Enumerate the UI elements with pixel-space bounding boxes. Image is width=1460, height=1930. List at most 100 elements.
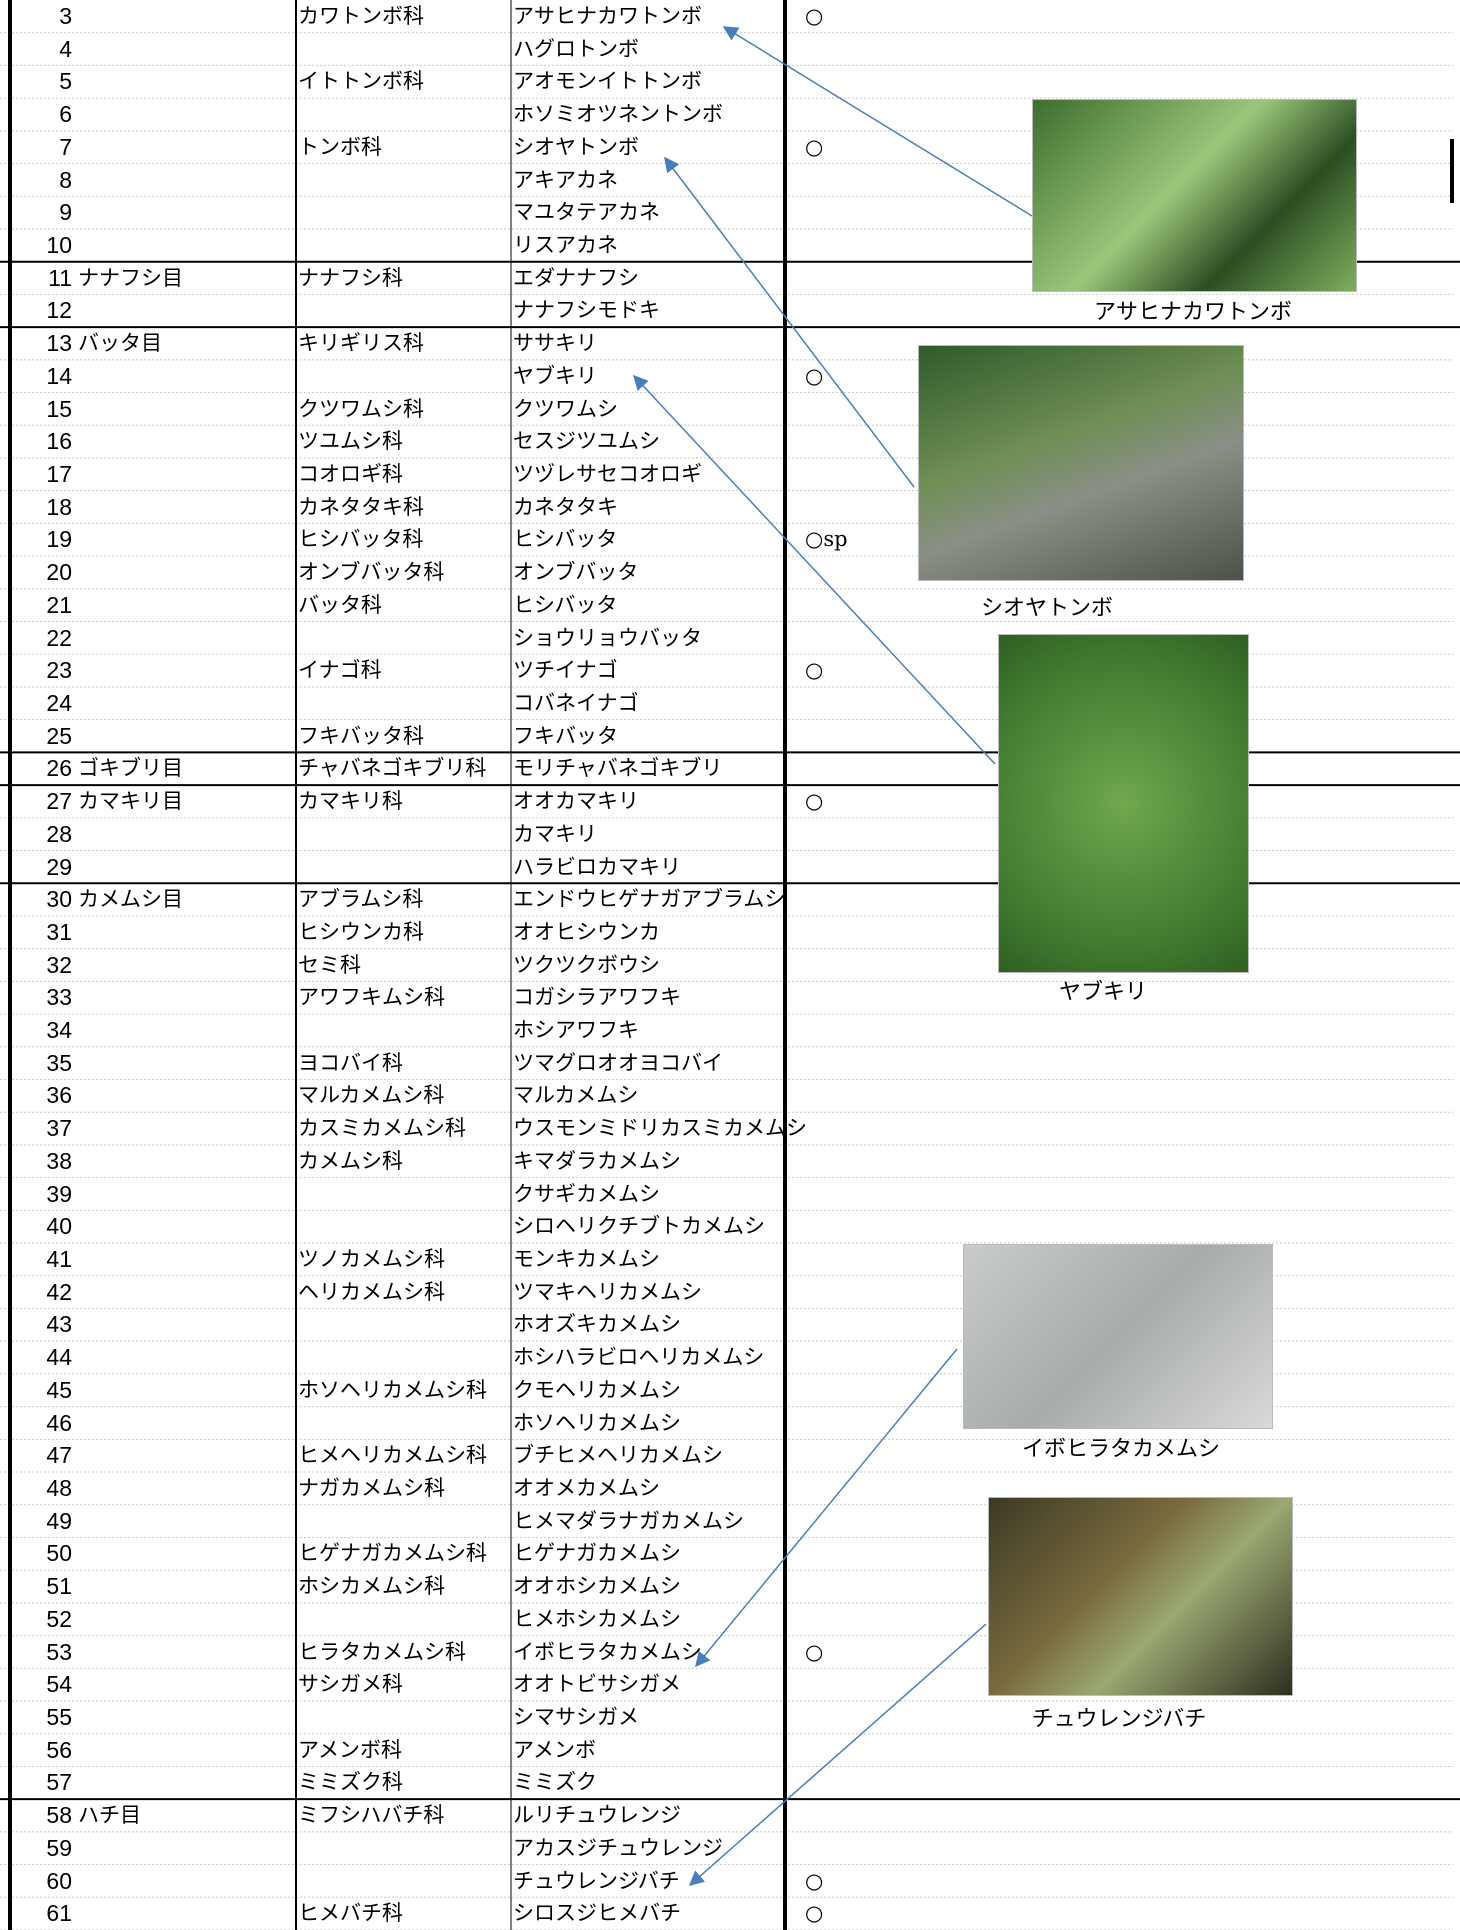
family: ホシカメムシ科 [298, 1574, 445, 1599]
family: アワフキムシ科 [298, 985, 445, 1010]
species: オンブバッタ [513, 560, 639, 585]
row-number: 39 [46, 1180, 72, 1207]
row-number: 24 [46, 689, 72, 716]
family: バッタ科 [298, 592, 382, 617]
row-number: 52 [46, 1605, 72, 1632]
family: イトトンボ科 [298, 69, 424, 94]
species: マルカメムシ [513, 1083, 639, 1108]
species: オオメカメムシ [513, 1476, 660, 1501]
row-number: 23 [46, 657, 72, 684]
species: ヒゲナガカメムシ [513, 1541, 681, 1566]
row-number: 33 [46, 984, 72, 1011]
row-number: 49 [46, 1507, 72, 1534]
photo-caption: イボヒラタカメムシ [1021, 1437, 1220, 1462]
row-number: 36 [46, 1082, 72, 1109]
row-number: 20 [46, 559, 72, 586]
species: クツワムシ [513, 396, 618, 421]
family: ナガカメムシ科 [298, 1476, 445, 1501]
row-number: 19 [46, 526, 72, 553]
species: ツクツクボウシ [513, 952, 660, 977]
species: ハグロトンボ [513, 36, 639, 61]
species: ヒメホシカメムシ [513, 1606, 681, 1631]
photo [988, 1497, 1293, 1696]
row-number: 11 [48, 264, 72, 291]
check-mark: ○ [805, 363, 824, 388]
row-number: 41 [46, 1246, 72, 1273]
arrow [722, 26, 1033, 217]
family: ヒシウンカ科 [298, 919, 424, 944]
species: ツチイナゴ [513, 658, 618, 683]
row-number: 27 [46, 788, 72, 815]
family: ミミズク科 [298, 1770, 403, 1795]
family: オンブバッタ科 [298, 560, 445, 585]
species: オオホシカメムシ [513, 1574, 681, 1599]
row-number: 15 [46, 395, 72, 422]
species: コバネイナゴ [513, 690, 639, 715]
species: オオヒシウンカ [513, 919, 660, 944]
row-number: 5 [59, 68, 72, 95]
species: カマキリ [513, 821, 597, 846]
family: ヨコバイ科 [298, 1050, 403, 1075]
order: ナナフシ目 [78, 265, 183, 290]
row-number: 17 [46, 460, 72, 487]
family: ヒシバッタ科 [298, 527, 424, 552]
species: アメンボ [513, 1737, 596, 1762]
arrow [688, 1623, 987, 1886]
row-number: 44 [46, 1344, 72, 1371]
arrow [632, 374, 996, 765]
species: ササキリ [513, 331, 597, 356]
row-number: 18 [46, 493, 72, 520]
row-number: 34 [46, 1017, 72, 1044]
family: クツワムシ科 [298, 396, 424, 421]
family: ツノカメムシ科 [298, 1247, 445, 1272]
row-number: 29 [46, 853, 72, 880]
family: ヘリカメムシ科 [298, 1279, 445, 1304]
photo-caption: シオヤトンボ [980, 596, 1113, 621]
species: ツマキヘリカメムシ [513, 1279, 702, 1304]
row-number: 46 [46, 1409, 72, 1436]
row-number: 35 [46, 1049, 72, 1076]
photo [998, 634, 1249, 973]
family: キリギリス科 [298, 331, 424, 356]
check-mark: ○ [805, 658, 824, 683]
species: モリチャバネゴキブリ [513, 756, 723, 781]
species: ハラビロカマキリ [513, 854, 681, 879]
row-number: 42 [46, 1278, 72, 1305]
photo-caption: アサヒナカワトンボ [1093, 300, 1292, 325]
species: フキバッタ [513, 723, 618, 748]
species: クサギカメムシ [513, 1181, 660, 1206]
species: シロスジヒメバチ [513, 1901, 681, 1926]
species: ヒメマダラナガカメムシ [513, 1508, 744, 1533]
check-mark: ○sp [805, 527, 848, 552]
row-number: 6 [59, 101, 72, 128]
check-mark: ○ [805, 1639, 824, 1664]
row-number: 31 [46, 918, 72, 945]
row-number: 3 [59, 3, 72, 29]
photo [1032, 99, 1357, 292]
species: アキアカネ [513, 167, 618, 192]
species: モンキカメムシ [513, 1247, 660, 1272]
row-number: 61 [46, 1900, 72, 1927]
family: ナナフシ科 [298, 265, 403, 290]
arrow [664, 156, 915, 488]
check-mark: ○ [805, 1901, 824, 1926]
family: ヒゲナガカメムシ科 [298, 1541, 487, 1566]
row-number: 13 [46, 330, 72, 357]
family: アブラムシ科 [298, 887, 424, 912]
family: アメンボ科 [298, 1737, 402, 1762]
species: ヒシバッタ [513, 527, 618, 552]
order: カマキリ目 [78, 789, 183, 814]
species: ショウリョウバッタ [513, 625, 702, 650]
species: ホシハラビロヘリカメムシ [513, 1345, 765, 1370]
species: シロヘリクチブトカメムシ [513, 1214, 765, 1239]
row-number: 57 [46, 1769, 72, 1796]
row-number: 12 [46, 297, 72, 324]
row-number: 16 [46, 428, 72, 455]
species: ホソミオツネントンボ [513, 102, 723, 127]
species: エダナナフシ [513, 265, 639, 290]
